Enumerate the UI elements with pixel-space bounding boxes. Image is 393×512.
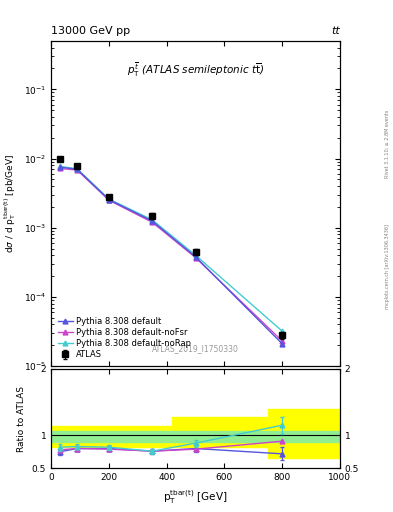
Pythia 8.308 default	[57, 164, 62, 170]
Pythia 8.308 default-noRap	[193, 252, 198, 259]
Pythia 8.308 default-noRap	[280, 328, 285, 334]
Text: tt: tt	[331, 26, 340, 36]
Pythia 8.308 default	[193, 254, 198, 260]
Pythia 8.308 default-noFsr	[150, 219, 154, 225]
Legend: Pythia 8.308 default, Pythia 8.308 default-noFsr, Pythia 8.308 default-noRap, AT: Pythia 8.308 default, Pythia 8.308 defau…	[55, 315, 194, 362]
Y-axis label: Ratio to ATLAS: Ratio to ATLAS	[17, 386, 26, 452]
Pythia 8.308 default-noFsr	[57, 165, 62, 172]
Pythia 8.308 default-noRap	[107, 196, 111, 202]
Pythia 8.308 default	[75, 166, 79, 173]
Text: 13000 GeV pp: 13000 GeV pp	[51, 26, 130, 36]
Pythia 8.308 default-noFsr	[107, 197, 111, 203]
Text: $p_{\rm T}^{\overline{t}}$ (ATLAS semileptonic t$\overline{\rm t}$): $p_{\rm T}^{\overline{t}}$ (ATLAS semile…	[127, 60, 264, 79]
X-axis label: p$_{\rm T}^{\rm tbar(t)}$ [GeV]: p$_{\rm T}^{\rm tbar(t)}$ [GeV]	[163, 488, 228, 506]
Pythia 8.308 default-noRap	[57, 163, 62, 169]
Pythia 8.308 default-noRap	[75, 166, 79, 172]
Line: Pythia 8.308 default: Pythia 8.308 default	[57, 165, 285, 346]
Pythia 8.308 default	[280, 340, 285, 347]
Pythia 8.308 default-noFsr	[75, 167, 79, 173]
Y-axis label: d$\sigma$ / d p$_{\rm T}^{\rm tbar(t)}$ [pb/GeV]: d$\sigma$ / d p$_{\rm T}^{\rm tbar(t)}$ …	[3, 154, 18, 253]
Pythia 8.308 default-noFsr	[280, 338, 285, 344]
Text: ATLAS_2019_I1750330: ATLAS_2019_I1750330	[152, 344, 239, 353]
Pythia 8.308 default-noRap	[150, 217, 154, 223]
Text: mcplots.cern.ch [arXiv:1306.3436]: mcplots.cern.ch [arXiv:1306.3436]	[385, 224, 389, 309]
Pythia 8.308 default-noFsr	[193, 254, 198, 261]
Pythia 8.308 default	[150, 218, 154, 224]
Line: Pythia 8.308 default-noRap: Pythia 8.308 default-noRap	[57, 164, 285, 333]
Pythia 8.308 default	[107, 197, 111, 203]
Text: Rivet 3.1.10; ≥ 2.8M events: Rivet 3.1.10; ≥ 2.8M events	[385, 109, 389, 178]
Line: Pythia 8.308 default-noFsr: Pythia 8.308 default-noFsr	[57, 166, 285, 344]
